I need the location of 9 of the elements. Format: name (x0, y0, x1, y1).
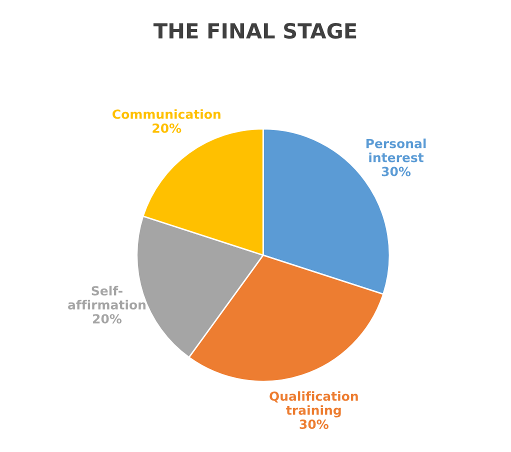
slice-label: Qualification training (270, 391, 358, 418)
data-label: 30% (300, 420, 328, 430)
data-label: 20% (152, 123, 182, 133)
data-label: 30% (382, 166, 411, 176)
slice-label: Self-affirmation (68, 286, 146, 310)
slice-label: Personal interest (366, 138, 426, 162)
slice-label: Communication (112, 109, 220, 119)
chart-title: THE FINAL STAGE (153, 22, 356, 39)
data-label: 20% (93, 314, 122, 324)
